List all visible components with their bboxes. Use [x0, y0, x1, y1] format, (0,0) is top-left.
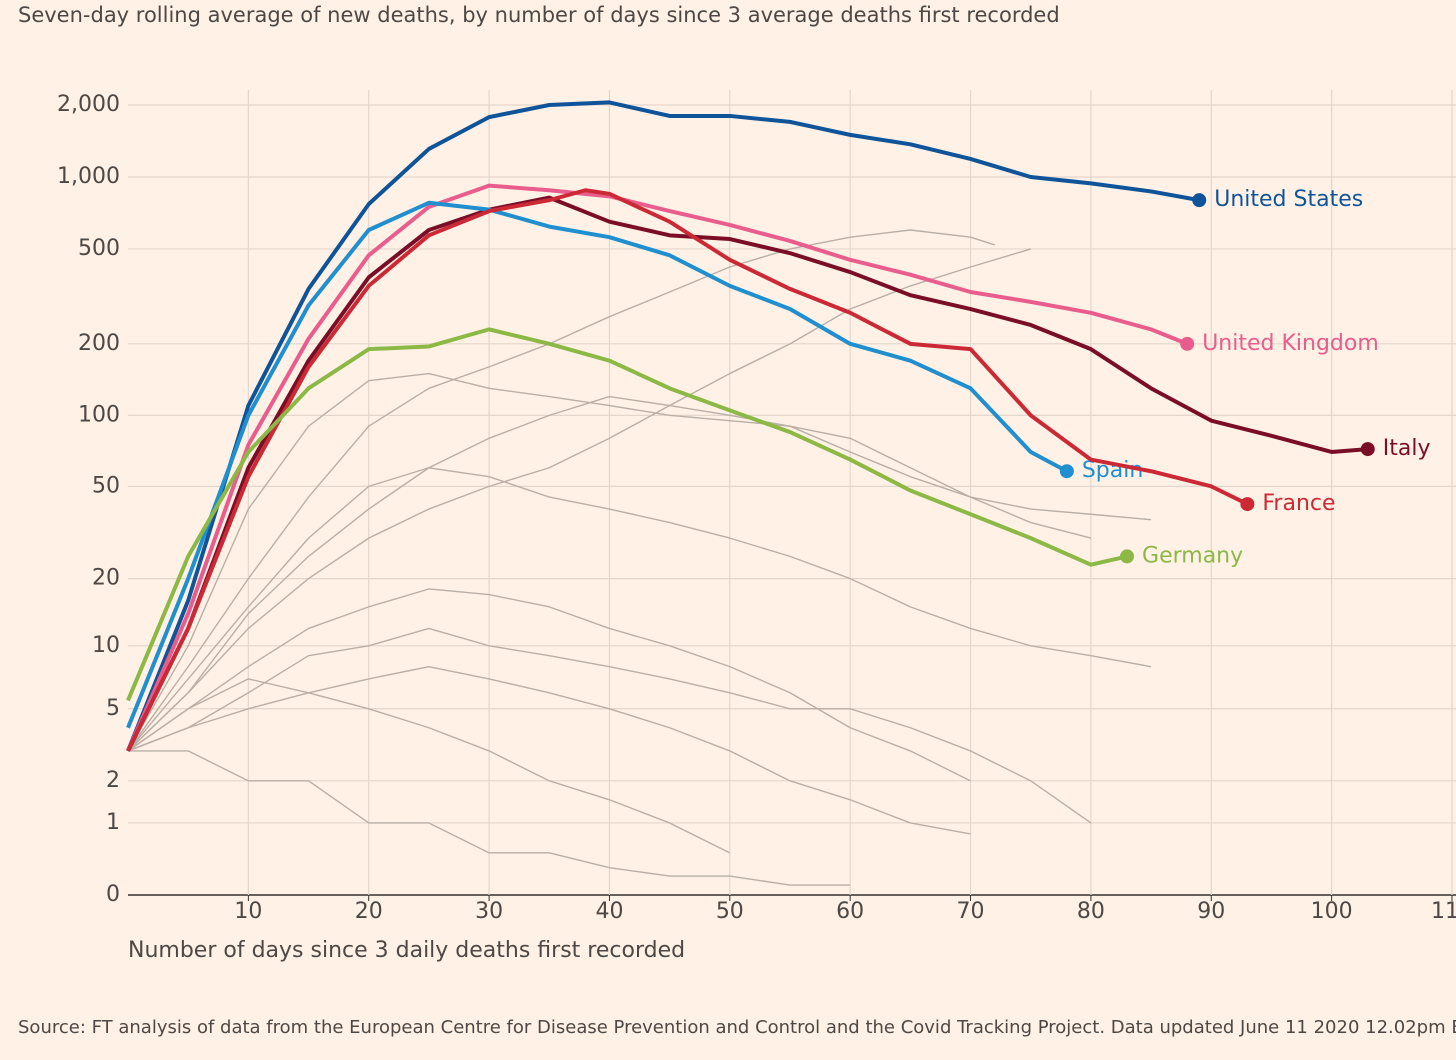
background-line: [127, 372, 1092, 752]
y-tick-label: 20: [92, 566, 120, 591]
background-line: [127, 627, 1092, 824]
end-point: [1240, 497, 1255, 512]
y-tick-label: 1,000: [57, 164, 120, 189]
series-line: [126, 195, 1368, 752]
series-label: Germany: [1142, 543, 1243, 568]
x-tick-label: 90: [1197, 899, 1225, 924]
series-label: France: [1262, 491, 1335, 516]
source: Source: FT analysis of data from the Eur…: [18, 1017, 1456, 1038]
x-tick-label: 30: [475, 899, 503, 924]
x-tick-label: 70: [957, 899, 985, 924]
series-line: [126, 188, 1249, 752]
series-line: [126, 327, 1128, 702]
series-line: [126, 100, 1200, 752]
series-line: [126, 200, 1068, 729]
x-tick-label: 40: [595, 899, 623, 924]
series-label: Italy: [1383, 436, 1431, 461]
y-tick-label: 2,000: [57, 92, 120, 117]
x-tick-label: 80: [1077, 899, 1105, 924]
y-tick-label: 0: [106, 882, 120, 907]
x-tick-label: 110: [1431, 899, 1456, 924]
background-line: [127, 395, 1152, 752]
background-line: [127, 248, 1031, 752]
y-tick-label: 1: [106, 810, 120, 835]
x-tick-label: 20: [355, 899, 383, 924]
chart-title: Seven-day rolling average of new deaths,…: [18, 3, 1060, 27]
x-axis-label: Number of days since 3 daily deaths firs…: [128, 938, 685, 963]
y-tick-label: 5: [106, 696, 120, 721]
end-point: [1180, 336, 1195, 351]
x-tick-label: 10: [234, 899, 262, 924]
series-label: United Kingdom: [1202, 331, 1379, 356]
x-tick-label: 50: [716, 899, 744, 924]
x-tick-label: 60: [836, 899, 864, 924]
series-label: United States: [1214, 187, 1363, 212]
end-point: [1360, 442, 1375, 457]
end-point: [1120, 549, 1135, 564]
background-line: [127, 678, 731, 854]
end-point: [1192, 193, 1207, 208]
y-tick-label: 2: [106, 768, 120, 793]
background-line: [127, 588, 971, 782]
background-line: [127, 665, 971, 835]
end-point: [1059, 464, 1074, 479]
background-line: [127, 467, 1152, 752]
y-tick-label: 50: [92, 473, 120, 498]
y-tick-label: 500: [78, 236, 120, 261]
background-line: [128, 750, 851, 886]
background-line: [127, 229, 995, 752]
y-tick-label: 10: [92, 633, 120, 658]
y-tick-label: 100: [78, 402, 120, 427]
x-tick-label: 100: [1311, 899, 1353, 924]
y-tick-label: 200: [78, 331, 120, 356]
series-line: [126, 183, 1188, 752]
